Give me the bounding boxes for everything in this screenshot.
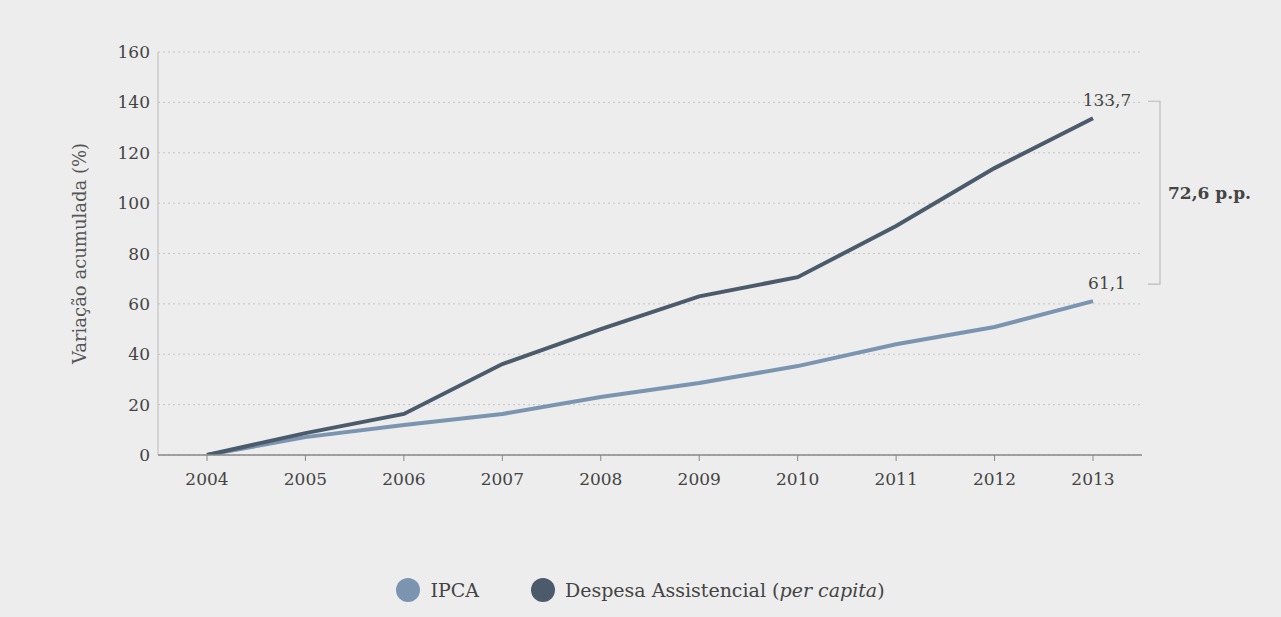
svg-text:2006: 2006 (382, 469, 425, 489)
svg-text:2005: 2005 (284, 469, 327, 489)
svg-text:20: 20 (128, 395, 150, 415)
svg-text:2004: 2004 (185, 469, 228, 489)
html-text:IPCA: IPCA (430, 579, 479, 601)
svg-text:2013: 2013 (1071, 469, 1114, 489)
svg-text:80: 80 (128, 244, 150, 264)
svg-text:140: 140 (118, 92, 150, 112)
svg-text:72,6 p.p.: 72,6 p.p. (1168, 183, 1251, 203)
svg-text:61,1: 61,1 (1088, 273, 1126, 293)
svg-text:2007: 2007 (481, 469, 524, 489)
svg-text:40: 40 (128, 344, 150, 364)
html-text:Despesa Assistencial (per capi: Despesa Assistencial (per capita) (565, 579, 885, 601)
svg-text:120: 120 (118, 143, 150, 163)
svg-text:160: 160 (118, 42, 150, 62)
svg-text:2012: 2012 (973, 469, 1016, 489)
svg-text:2008: 2008 (579, 469, 622, 489)
svg-text:2009: 2009 (678, 469, 721, 489)
svg-text:Variação acumulada (%): Variação acumulada (%) (69, 143, 90, 365)
svg-text:133,7: 133,7 (1083, 90, 1132, 110)
svg-text:100: 100 (118, 193, 150, 213)
svg-text:60: 60 (128, 294, 150, 314)
svg-text:2011: 2011 (874, 469, 917, 489)
svg-text:2010: 2010 (776, 469, 819, 489)
svg-text:0: 0 (139, 445, 150, 465)
